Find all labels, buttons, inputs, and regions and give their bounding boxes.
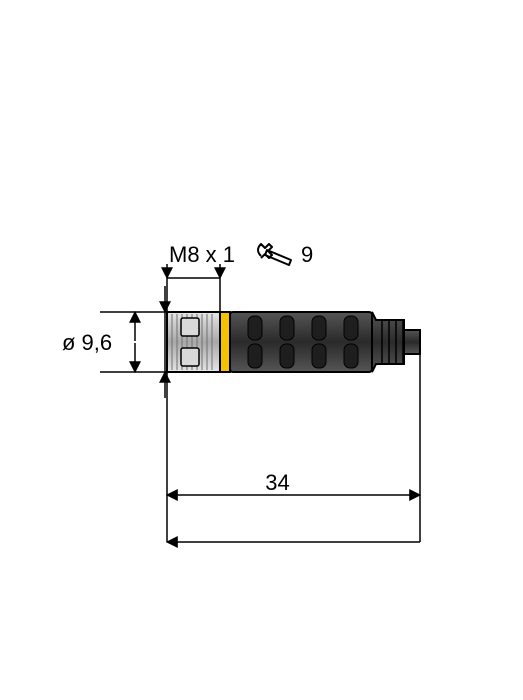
dimension-annotations: M8 x 1 9 ø 9,6 34 (62, 242, 420, 542)
wrench-icon (258, 244, 291, 265)
length-label: 34 (265, 470, 289, 495)
diameter-label: ø 9,6 (62, 330, 112, 355)
wrench-size-label: 9 (301, 242, 313, 267)
connector-illustration (167, 312, 420, 372)
thread-label: M8 x 1 (169, 242, 235, 267)
